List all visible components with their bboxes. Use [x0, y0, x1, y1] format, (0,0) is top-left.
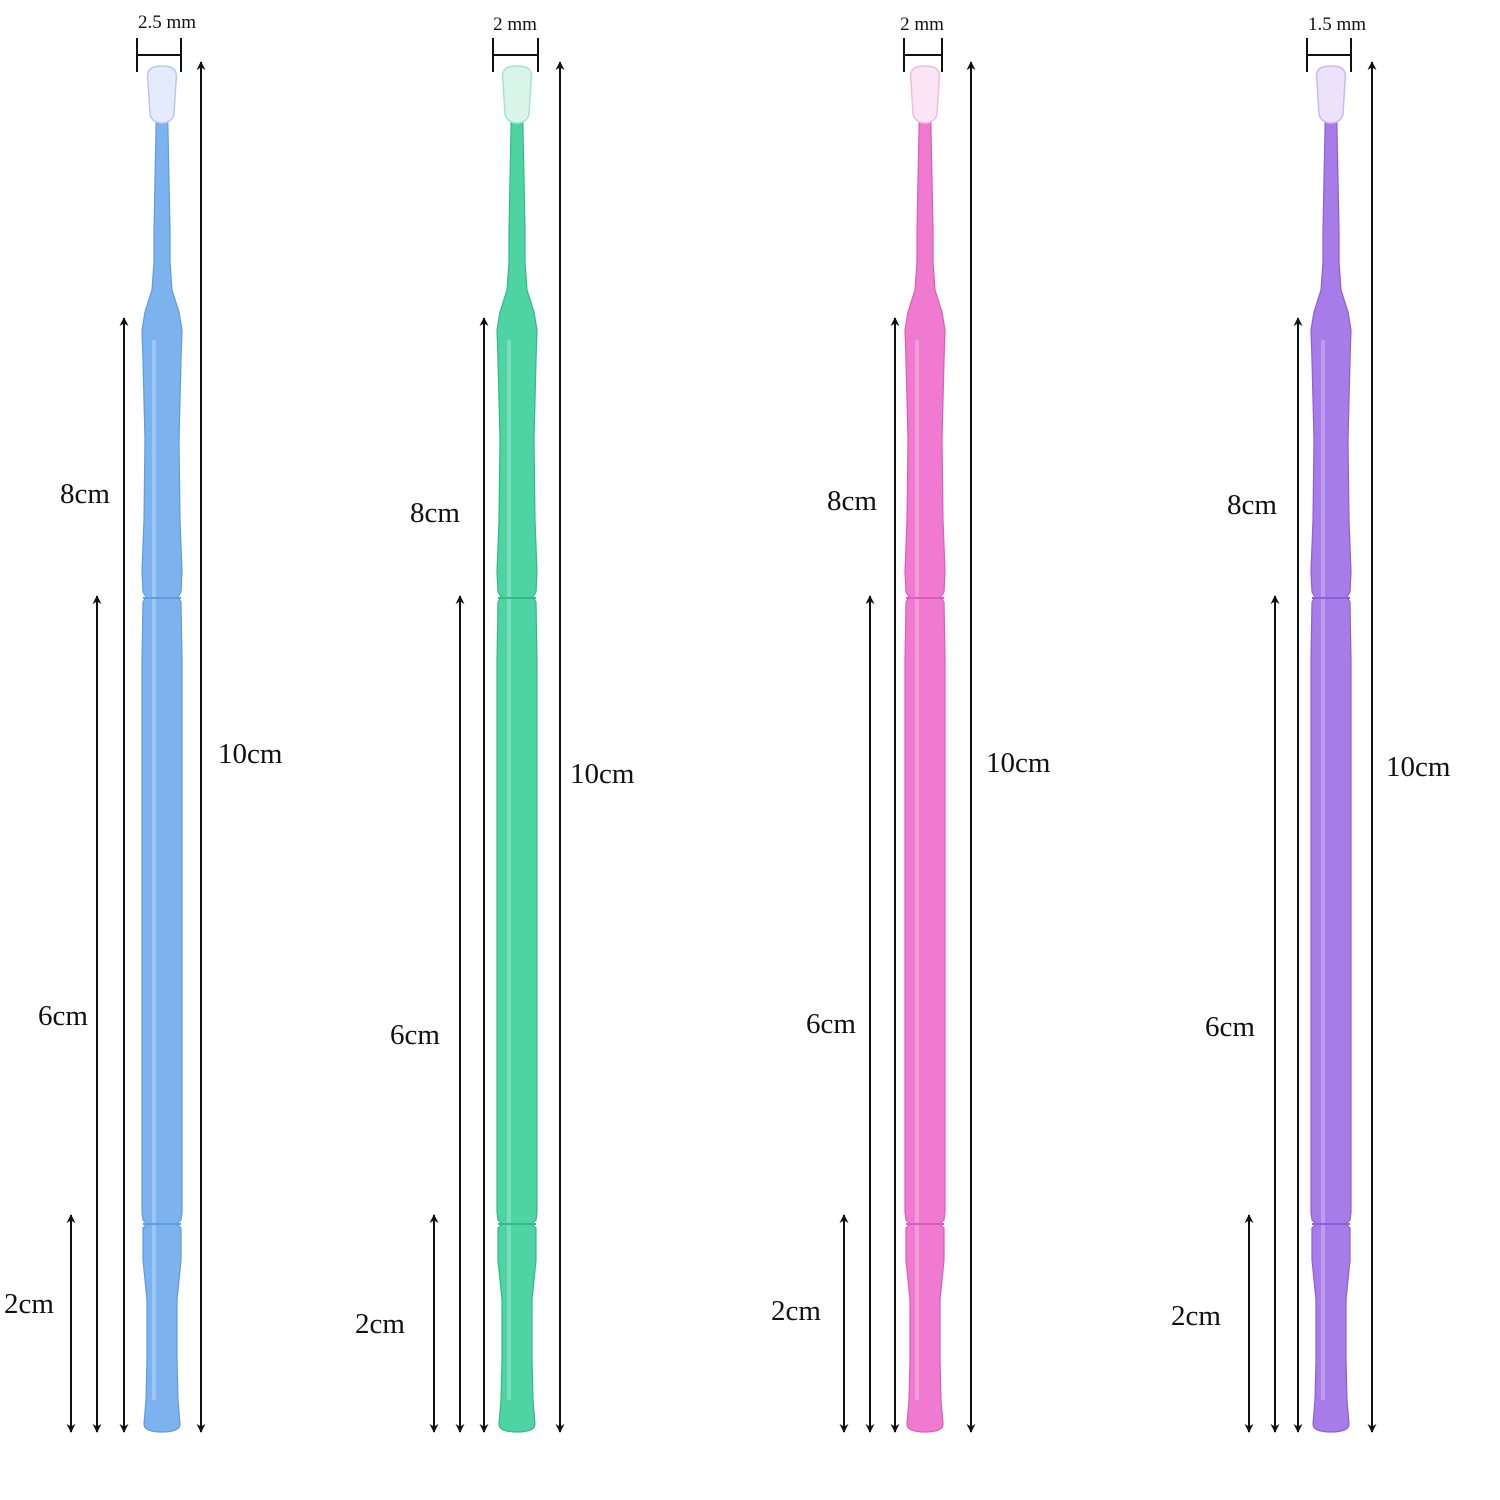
- swab-pink-10cm-label: 10cm: [986, 747, 1051, 779]
- swab-green-10cm-dimension: 10cm: [555, 61, 635, 1433]
- swab-blue-8cm-label: 8cm: [60, 478, 110, 510]
- swab-purple-tip: [1315, 65, 1347, 124]
- swab-purple-10cm-dimension: 10cm: [1367, 61, 1451, 1433]
- swab-pink-6cm-dimension: 6cm: [806, 595, 875, 1433]
- swab-green: 2 mm 10cm 8cm 6cm 2cm: [355, 14, 635, 1433]
- swab-blue-10cm-label: 10cm: [218, 738, 283, 770]
- swab-pink-tip-dimension: 2 mm: [900, 14, 944, 72]
- swab-blue-handle: [141, 84, 183, 1433]
- swab-green-6cm-label: 6cm: [390, 1019, 440, 1051]
- swab-blue-8cm-dimension: 8cm: [60, 317, 129, 1433]
- swab-green-tip: [501, 65, 533, 124]
- swab-purple-8cm-dimension: 8cm: [1227, 317, 1303, 1433]
- swab-pink-handle: [904, 84, 946, 1433]
- swab-blue-10cm-dimension: 10cm: [196, 61, 283, 1433]
- swab-green-2cm-dimension: 2cm: [355, 1214, 439, 1433]
- swab-green-8cm-dimension: 8cm: [410, 317, 489, 1433]
- swab-purple-handle: [1310, 84, 1352, 1433]
- swab-pink-6cm-label: 6cm: [806, 1008, 856, 1040]
- swab-pink-8cm-dimension: 8cm: [827, 317, 900, 1433]
- swab-pink-tip: [909, 65, 941, 124]
- swab-purple-tip-dimension: 1.5 mm: [1306, 14, 1366, 72]
- swab-purple-6cm-dimension: 6cm: [1205, 595, 1280, 1433]
- swab-blue-2cm-dimension: 2cm: [4, 1214, 76, 1433]
- swab-blue-tip: [146, 65, 178, 124]
- swab-purple-2cm-label: 2cm: [1171, 1300, 1221, 1332]
- swab-purple: 1.5 mm 10cm 8cm 6cm 2cm: [1171, 14, 1451, 1433]
- swab-blue-tip-dimension: 2.5 mm: [136, 12, 196, 72]
- swab-pink-tip-width-label: 2 mm: [900, 14, 944, 35]
- swab-pink-10cm-dimension: 10cm: [966, 61, 1051, 1433]
- swab-purple-8cm-label: 8cm: [1227, 489, 1277, 521]
- swab-green-8cm-label: 8cm: [410, 497, 460, 529]
- swab-purple-2cm-dimension: 2cm: [1171, 1214, 1254, 1433]
- swab-pink-8cm-label: 8cm: [827, 485, 877, 517]
- swab-purple-10cm-label: 10cm: [1386, 751, 1451, 783]
- swab-pink-2cm-label: 2cm: [771, 1295, 821, 1327]
- swab-blue-tip-width-label: 2.5 mm: [138, 12, 196, 33]
- swab-blue-2cm-label: 2cm: [4, 1288, 54, 1320]
- swab-green-tip-dimension: 2 mm: [492, 14, 539, 72]
- swab-blue-6cm-label: 6cm: [38, 1000, 88, 1032]
- swab-blue-6cm-dimension: 6cm: [38, 595, 102, 1433]
- swab-purple-6cm-label: 6cm: [1205, 1011, 1255, 1043]
- swab-green-10cm-label: 10cm: [570, 758, 635, 790]
- swab-green-tip-width-label: 2 mm: [493, 14, 537, 35]
- swab-pink: 2 mm 10cm 8cm 6cm 2cm: [771, 14, 1051, 1433]
- swab-purple-tip-width-label: 1.5 mm: [1308, 14, 1366, 35]
- swab-green-2cm-label: 2cm: [355, 1308, 405, 1340]
- swab-blue: 2.5 mm 10cm 8cm 6cm 2cm: [4, 12, 283, 1433]
- swab-green-6cm-dimension: 6cm: [390, 595, 465, 1433]
- swab-pink-2cm-dimension: 2cm: [771, 1214, 849, 1433]
- swab-green-handle: [496, 84, 538, 1433]
